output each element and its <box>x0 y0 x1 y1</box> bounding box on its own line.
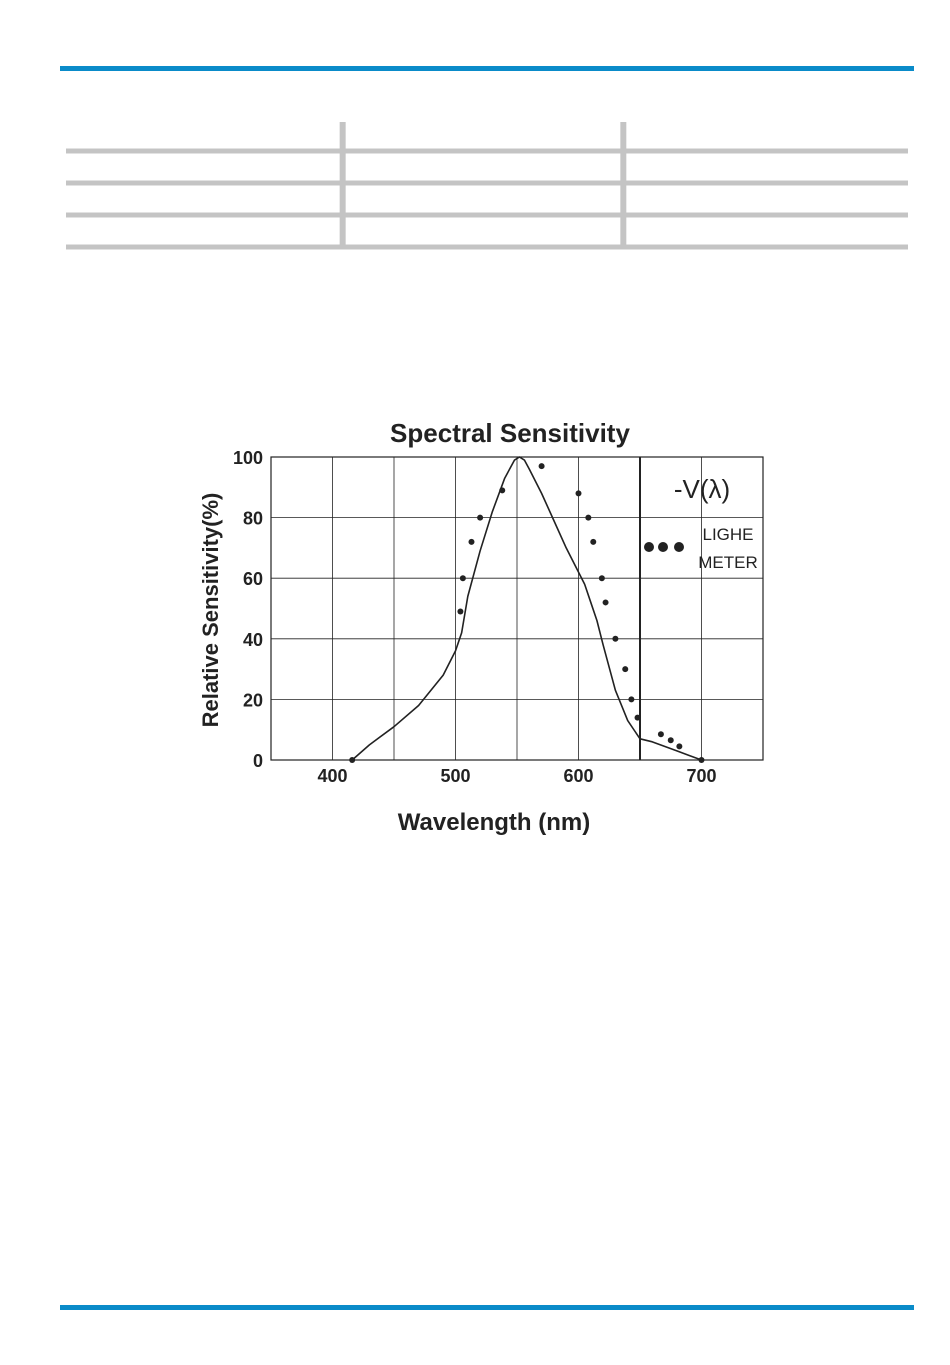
spec-table <box>66 122 908 250</box>
series-point-light-meter <box>698 757 705 763</box>
legend-label-light-meter: METER <box>698 553 758 572</box>
y-axis-label: Relative Sensitivity(%) <box>198 493 223 728</box>
series-point-light-meter <box>657 731 664 738</box>
series-line-v-lambda <box>351 456 702 761</box>
series-point-light-meter <box>598 575 605 582</box>
x-tick-label: 600 <box>563 766 593 786</box>
legend-marker-dot <box>644 542 654 552</box>
spectral-sensitivity-chart: Spectral Sensitivity Wavelength (nm) Rel… <box>198 418 764 836</box>
series-point-light-meter <box>628 696 635 703</box>
y-tick-label: 100 <box>233 448 263 468</box>
tick-labels: 400 500 600 700 0 20 40 60 80 100 <box>233 448 717 786</box>
x-tick-label: 700 <box>686 766 716 786</box>
y-tick-label: 80 <box>243 509 263 529</box>
chart-title: Spectral Sensitivity <box>390 418 630 448</box>
series-point-light-meter <box>468 538 475 545</box>
top-rule <box>60 66 914 71</box>
series-point-light-meter <box>612 635 619 642</box>
series-point-light-meter <box>349 757 356 763</box>
series-point-light-meter <box>676 743 683 750</box>
y-tick-label: 60 <box>243 569 263 589</box>
x-tick-label: 400 <box>317 766 347 786</box>
x-tick-label: 500 <box>440 766 470 786</box>
series-point-light-meter <box>457 608 464 615</box>
series-point-light-meter <box>459 575 466 582</box>
legend-label-v-lambda: -V(λ) <box>674 474 730 504</box>
bottom-rule <box>60 1305 914 1310</box>
legend-marker-dot <box>674 542 684 552</box>
legend-label-light-meter: LIGHE <box>702 525 753 544</box>
y-tick-label: 0 <box>253 751 263 771</box>
series-point-light-meter <box>575 490 582 497</box>
series-point-light-meter <box>499 487 506 494</box>
series-layer <box>349 456 705 763</box>
series-point-light-meter <box>585 514 592 521</box>
series-point-light-meter <box>538 463 545 470</box>
y-tick-label: 40 <box>243 630 263 650</box>
y-tick-label: 20 <box>243 690 263 710</box>
series-point-light-meter <box>602 599 609 606</box>
legend-marker-dot <box>658 542 668 552</box>
x-axis-label: Wavelength (nm) <box>398 809 590 836</box>
legend: -V(λ) LIGHE METER <box>639 457 758 760</box>
series-point-light-meter <box>477 514 484 521</box>
series-point-light-meter <box>667 737 674 744</box>
series-point-light-meter <box>590 538 597 545</box>
series-point-light-meter <box>622 666 629 673</box>
